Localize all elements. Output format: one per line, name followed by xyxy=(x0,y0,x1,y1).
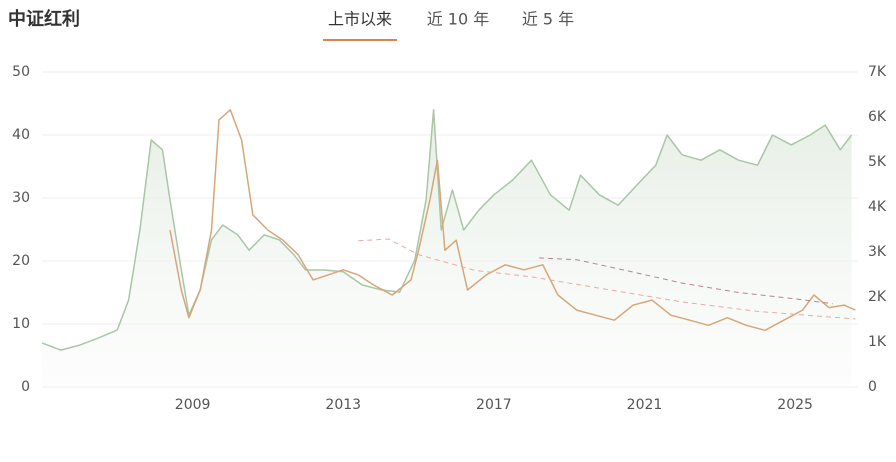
axes: 0 10 20 30 40 50 0 1K 2K 3K 4K 5K 6K 7K 2009 2013 2017 20… xyxy=(12,64,887,413)
line xyxy=(41,109,853,351)
line xyxy=(169,109,856,332)
y2-tick-label: 2K xyxy=(868,289,887,305)
y-tick-label: 40 xyxy=(12,127,30,143)
y2-tick-label: 3K xyxy=(868,244,887,260)
tabs: 上市以来 近 10 年 近 5 年 xyxy=(323,10,574,41)
y-tick-label: 50 xyxy=(12,64,30,80)
y2-tick-label: 5K xyxy=(868,154,887,170)
y-tick-label: 20 xyxy=(12,253,30,269)
y2-tick-label: 6K xyxy=(868,109,887,125)
y2-tick-label: 0 xyxy=(868,379,877,395)
y-tick-label: 30 xyxy=(12,190,30,206)
chart-title: 中证红利 xyxy=(8,8,80,30)
y2-tick-label: 4K xyxy=(868,199,887,215)
tab[interactable]: 近 5 年 xyxy=(522,10,574,29)
tab-underline xyxy=(323,39,397,41)
tab[interactable]: 近 10 年 xyxy=(427,10,490,29)
x-tick-label: 2017 xyxy=(476,397,512,413)
dashed-line xyxy=(539,257,833,305)
x-tick-label: 2009 xyxy=(175,397,211,413)
dashed-line xyxy=(358,238,856,320)
y-tick-label: 10 xyxy=(12,316,30,332)
plot xyxy=(41,109,856,388)
y-tick-label: 0 xyxy=(21,379,30,395)
x-tick-label: 2025 xyxy=(777,397,813,413)
y2-tick-label: 1K xyxy=(868,334,887,350)
y2-tick-label: 7K xyxy=(868,64,887,80)
tab[interactable]: 上市以来 xyxy=(328,10,392,29)
x-tick-label: 2021 xyxy=(627,397,663,413)
x-tick-label: 2013 xyxy=(325,397,361,413)
